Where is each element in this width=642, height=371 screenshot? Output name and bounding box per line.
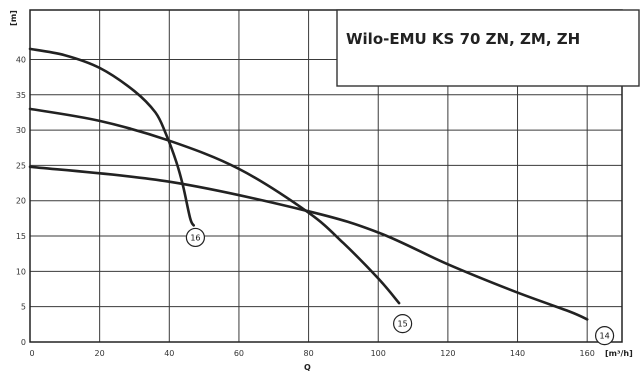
x-tick-label: 60 — [234, 349, 244, 358]
curve-label: 15 — [398, 320, 408, 329]
curve-label-circle — [594, 326, 615, 346]
axis-units: [m] [m³/h] Q — [9, 10, 633, 371]
title-box: Wilo-EMU KS 70 ZN, ZM, ZH — [336, 9, 640, 87]
x-tick-label: 160 — [580, 349, 595, 358]
x-tick-label: 100 — [371, 349, 386, 358]
x-tick-label: 120 — [440, 349, 455, 358]
y-axis-unit: [m] — [9, 10, 18, 26]
x-tick-label: 0 — [29, 349, 34, 358]
plot-frame — [29, 9, 623, 343]
y-tick-label: 10 — [16, 267, 26, 276]
x-tick-label: 80 — [303, 349, 313, 358]
curve-labels: 16 15 14 — [185, 227, 615, 346]
x-tick-label: 40 — [164, 349, 174, 358]
y-tick-label: 30 — [16, 126, 26, 135]
curve-label: 16 — [190, 233, 200, 242]
y-tick-label: 20 — [16, 197, 26, 206]
chart-title: Wilo-EMU KS 70 ZN, ZM, ZH — [346, 30, 580, 48]
x-axis-unit: [m³/h] — [605, 349, 633, 358]
y-tick-label: 25 — [16, 161, 26, 170]
curve-label-circle — [393, 314, 413, 334]
y-tick-label: 0 — [21, 338, 26, 347]
curve-label: 14 — [599, 332, 609, 341]
y-tick-label: 35 — [16, 91, 26, 100]
pump-curve-16 — [28, 47, 195, 227]
y-tick-label: 40 — [16, 55, 26, 64]
pump-curve-14 — [28, 165, 589, 321]
y-tick-label: 5 — [21, 303, 26, 312]
curve-label-circle — [185, 227, 206, 248]
x-tick-label: 140 — [510, 349, 525, 358]
x-axis-label: Q — [304, 363, 311, 371]
pump-curves — [28, 47, 589, 321]
pump-curve-15 — [28, 107, 401, 305]
title-box-background — [336, 9, 640, 87]
axis-tick-labels: 0 20 40 60 80 100 120 140 160 0 5 10 15 20 25 30 35 40 — [16, 55, 595, 358]
y-tick-label: 15 — [16, 232, 26, 241]
x-tick-label: 20 — [95, 349, 105, 358]
